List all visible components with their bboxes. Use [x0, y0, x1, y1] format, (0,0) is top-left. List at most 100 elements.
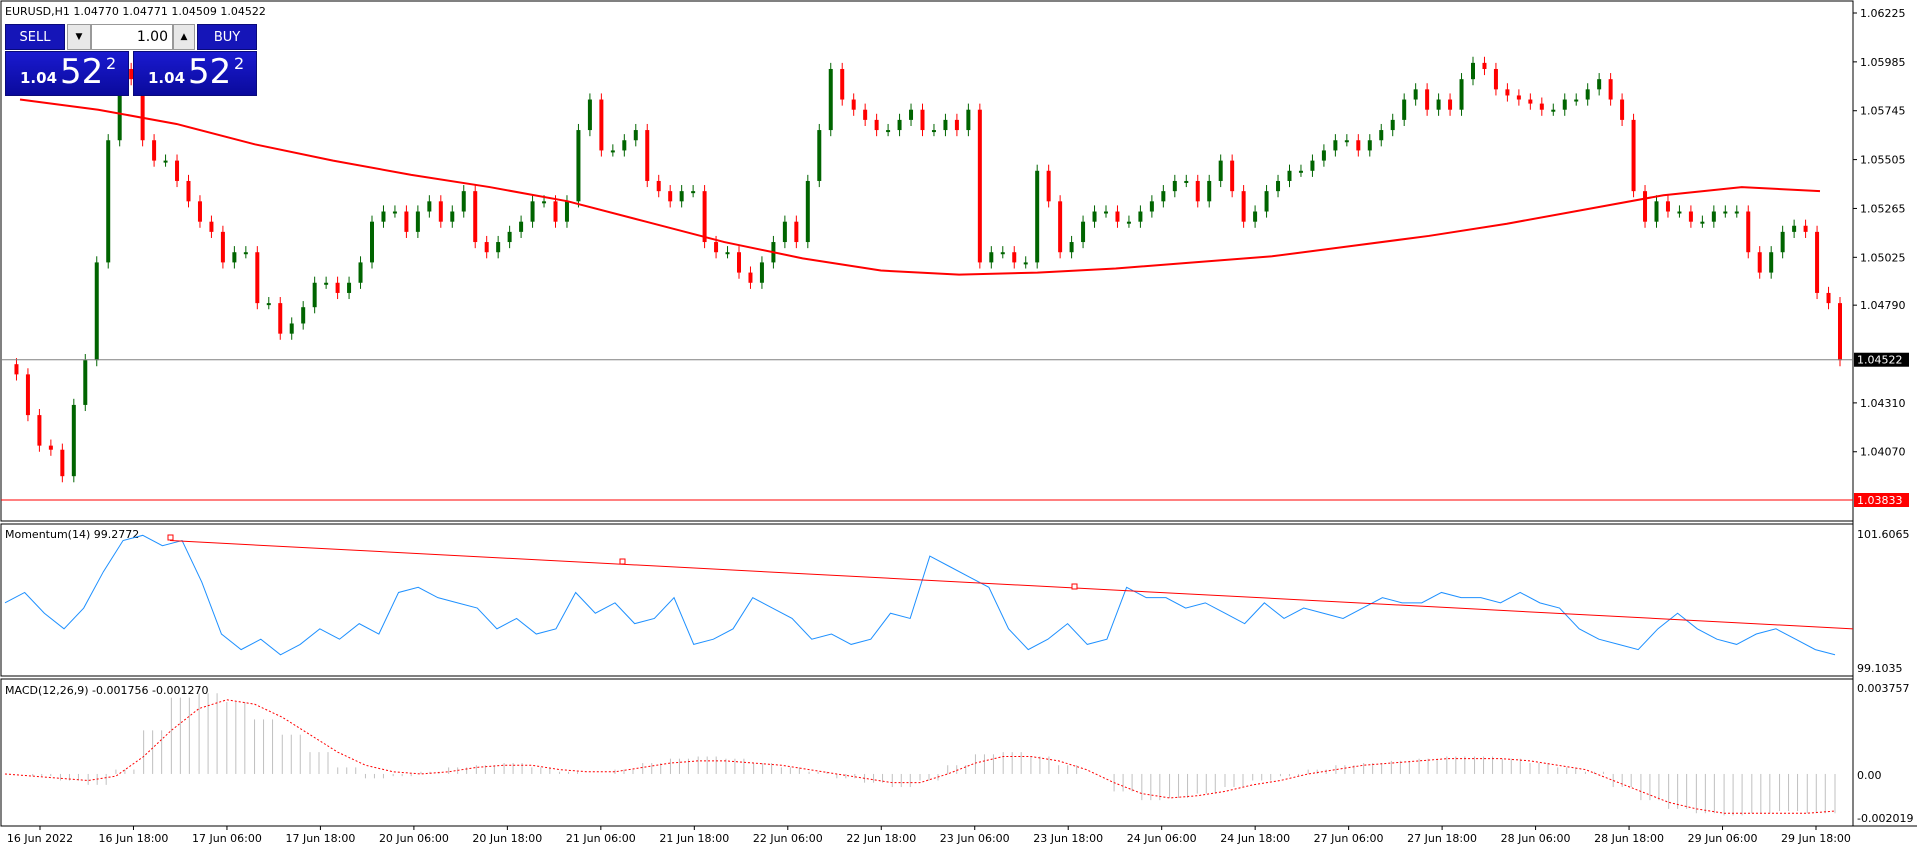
candle-body: [714, 242, 719, 253]
sell-price-box[interactable]: 1.04 52 2: [5, 51, 129, 96]
candle-body: [197, 201, 202, 222]
buy-price-fraction: 2: [234, 54, 245, 73]
candle-body: [1218, 160, 1223, 181]
candle-body: [725, 252, 730, 255]
candle-body: [60, 449, 65, 477]
price-label: 1.05265: [1860, 202, 1906, 215]
candle-body: [576, 130, 581, 202]
candle-body: [1838, 303, 1842, 361]
candlestick-series: [14, 56, 1842, 483]
candle-body: [358, 262, 363, 283]
candle-body: [1276, 180, 1281, 192]
candle-body: [553, 201, 558, 222]
candle-body: [129, 68, 134, 80]
candle-body: [48, 445, 53, 450]
candle-body: [1149, 201, 1154, 212]
price-label: 1.05985: [1860, 56, 1906, 69]
candle-body: [117, 68, 122, 141]
buy-price-prefix: 1.04: [148, 69, 186, 87]
candle-body: [209, 221, 214, 232]
sell-price-fraction: 2: [106, 54, 117, 73]
trendline-handle[interactable]: [1071, 583, 1078, 590]
candle-body: [1035, 170, 1040, 263]
candle-body: [1081, 221, 1086, 243]
candle-body: [152, 140, 157, 161]
candle-body: [1287, 170, 1292, 181]
momentum-line: [4, 534, 1836, 656]
price-label: 1.05505: [1860, 154, 1906, 167]
candle-body: [1643, 191, 1648, 222]
candle-body: [1792, 225, 1797, 232]
candle-body: [312, 282, 317, 308]
time-label: 20 Jun 06:00: [379, 832, 449, 845]
candle-body: [1230, 160, 1235, 192]
time-label: 29 Jun 18:00: [1781, 832, 1851, 845]
macd-min-label: -0.002019: [1857, 812, 1913, 825]
candle-body: [851, 99, 856, 110]
time-label: 27 Jun 06:00: [1314, 832, 1384, 845]
candle-body: [840, 68, 845, 100]
lot-increase-button[interactable]: ▲: [173, 24, 195, 50]
trendline-handle[interactable]: [167, 534, 174, 541]
candle-body: [1390, 119, 1395, 131]
candle-body: [1264, 191, 1269, 212]
momentum-frame: [0, 523, 1854, 677]
candle-body: [163, 160, 168, 163]
candle-body: [1104, 211, 1108, 214]
candle-body: [1207, 180, 1212, 202]
candle-body: [438, 201, 443, 222]
candle-body: [473, 191, 478, 243]
time-axis: 16 Jun 2022 16 Jun 18:00 17 Jun 06:00 17 Ju…: [7, 826, 1851, 845]
candle-body: [496, 242, 501, 253]
time-label: 20 Jun 18:00: [472, 832, 542, 845]
candle-body: [1757, 252, 1762, 273]
momentum-max-label: 101.6065: [1857, 528, 1910, 541]
candle-body: [782, 221, 787, 243]
candle-body: [691, 191, 696, 194]
candle-body: [1608, 79, 1613, 100]
current-price-tag: [1854, 352, 1909, 367]
candle-body: [461, 191, 466, 212]
candle-body: [25, 374, 30, 416]
price-label: 1.04310: [1860, 397, 1906, 410]
time-label: 23 Jun 06:00: [940, 832, 1010, 845]
candle-body: [966, 109, 971, 131]
candle-body: [1665, 201, 1670, 212]
candle-body: [874, 119, 879, 131]
candle-body: [37, 415, 42, 446]
candle-body: [1677, 211, 1682, 214]
buy-button[interactable]: BUY: [197, 24, 257, 50]
candle-body: [645, 130, 650, 181]
candle-body: [1815, 231, 1820, 293]
candle-body: [863, 109, 868, 120]
candle-body: [1493, 68, 1498, 90]
candle-body: [828, 68, 833, 131]
trendline-handle[interactable]: [619, 558, 626, 565]
candle-body: [542, 201, 547, 204]
candle-body: [759, 262, 764, 283]
candle-body: [897, 119, 902, 131]
candle-body: [1551, 109, 1556, 112]
lot-size-input[interactable]: [91, 24, 173, 50]
candle-body: [794, 221, 799, 243]
candle-body: [484, 242, 489, 253]
buy-price-box[interactable]: 1.04 52 2: [133, 51, 257, 96]
candle-body: [1505, 89, 1510, 96]
sell-button[interactable]: SELL: [5, 24, 65, 50]
candle-body: [392, 211, 397, 214]
candle-body: [1746, 211, 1751, 253]
candle-body: [1023, 262, 1028, 265]
candle-body: [1321, 150, 1326, 161]
candle-body: [507, 231, 512, 243]
momentum-trendline[interactable]: [169, 540, 1854, 630]
candle-body: [1425, 89, 1430, 110]
candle-body: [1138, 211, 1143, 222]
candle-body: [1654, 201, 1659, 222]
lot-decrease-button[interactable]: ▼: [67, 24, 91, 50]
candle-body: [1253, 211, 1258, 222]
candle-body: [106, 140, 111, 263]
candle-body: [943, 119, 948, 131]
time-label: 22 Jun 06:00: [753, 832, 823, 845]
candle-body: [1688, 211, 1693, 222]
